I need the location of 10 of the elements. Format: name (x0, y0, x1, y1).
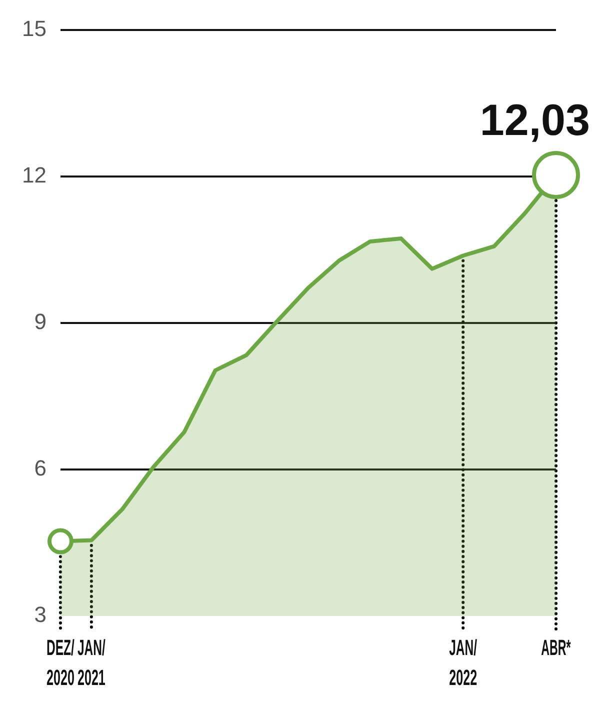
y-tick-label: 3 (34, 602, 46, 628)
y-tick-label: 6 (34, 456, 46, 481)
x-tick-label: JAN/ 2021 (77, 635, 106, 690)
y-tick-label: 9 (34, 309, 46, 334)
annotation: 12,03 (480, 96, 590, 146)
x-tick-label: DEZ/ 2020 (46, 635, 74, 690)
x-tick-label: ABR* (541, 635, 571, 660)
x-tick-label: JAN/ 2022 (449, 635, 478, 690)
y-tick-label: 12 (22, 162, 46, 188)
y-tick-label: 15 (22, 16, 46, 42)
